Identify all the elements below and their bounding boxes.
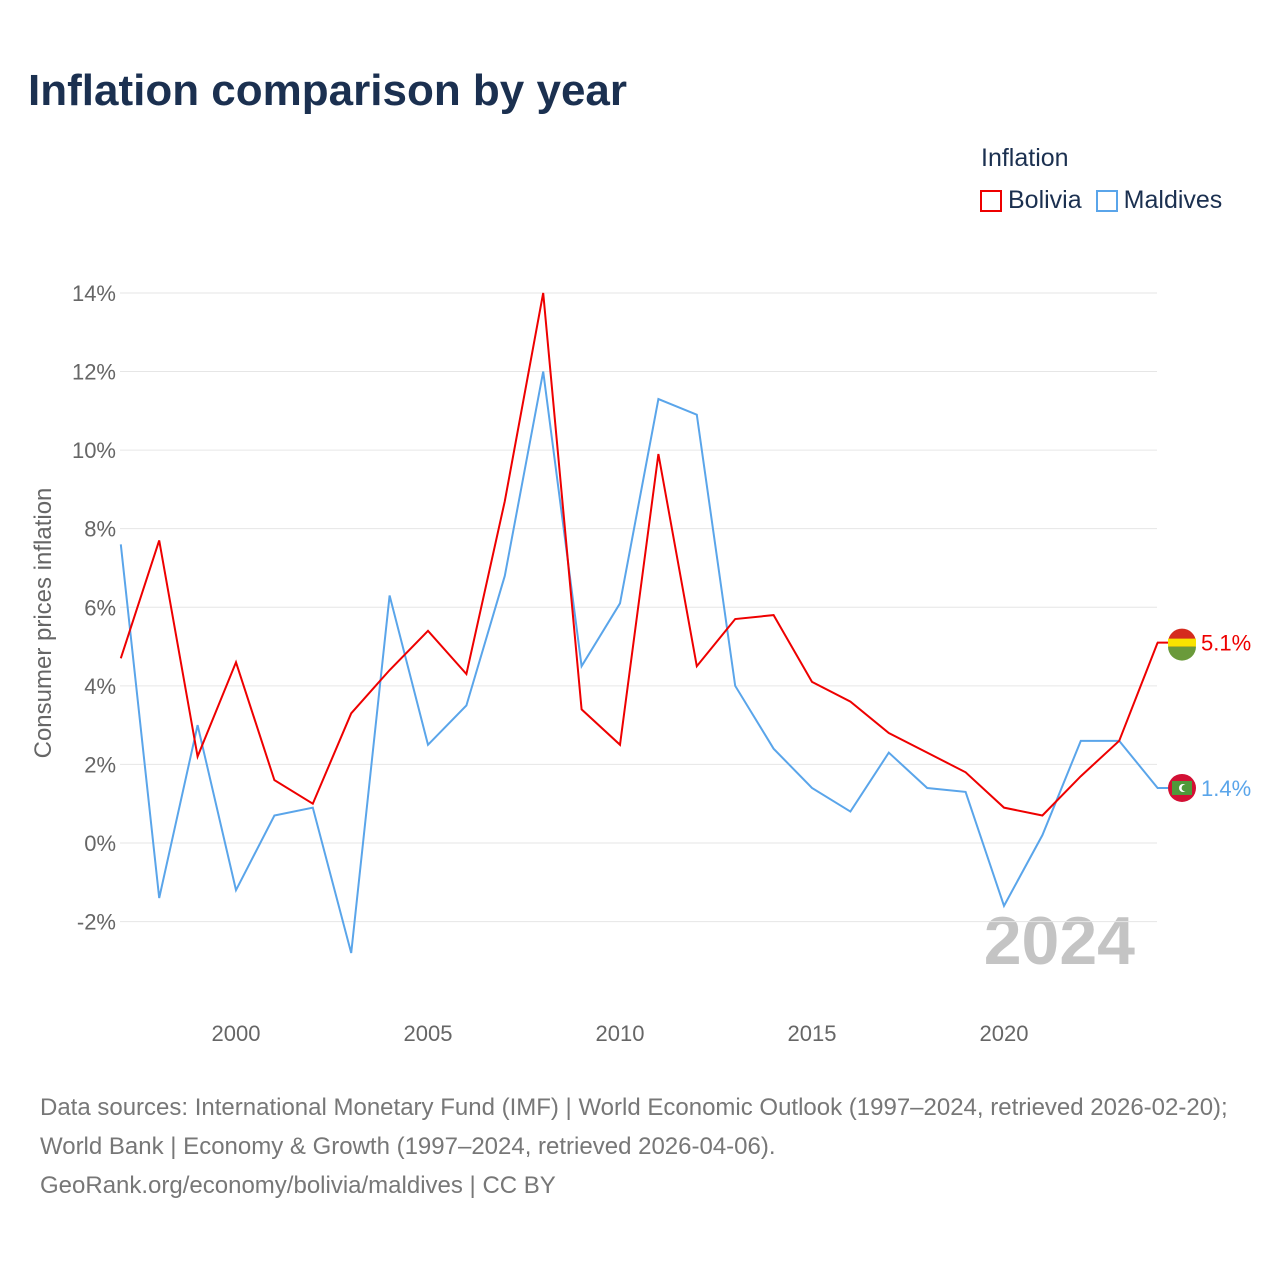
y-tick-label: -2%	[77, 910, 116, 935]
x-tick-label: 2015	[788, 1021, 837, 1046]
x-tick-label: 2000	[212, 1021, 261, 1046]
flag-bolivia-stripe	[1168, 638, 1196, 647]
series-line-bolivia	[119, 292, 1159, 817]
source-link[interactable]: GeoRank.org/economy/bolivia/maldives | C…	[40, 1172, 556, 1199]
legend-label-bolivia: Bolivia	[1008, 186, 1082, 214]
y-axis-label: Consumer prices inflation	[30, 488, 57, 759]
end-value-label-bolivia: 5.1%	[1201, 631, 1251, 656]
y-tick-label: 4%	[84, 674, 116, 699]
y-tick-label: 2%	[84, 752, 116, 777]
data-sources: Data sources: International Monetary Fun…	[40, 1094, 1228, 1160]
x-tick-label: 2005	[404, 1021, 453, 1046]
legend-swatch-bolivia	[980, 189, 1002, 212]
legend-label-maldives: Maldives	[1123, 186, 1223, 214]
flag-bolivia-stripe	[1168, 646, 1196, 661]
y-tick-label: 12%	[72, 360, 116, 385]
flag-maldives-crescent	[1181, 784, 1189, 792]
legend-swatch-maldives	[1095, 189, 1118, 212]
legend-title: Inflation	[981, 144, 1069, 172]
x-tick-label: 2020	[980, 1021, 1029, 1046]
legend: Bolivia Maldives	[980, 186, 1222, 215]
legend-item-maldives[interactable]: Maldives	[1095, 186, 1223, 215]
chart-title: Inflation comparison by year	[28, 66, 628, 115]
y-tick-label: 14%	[72, 281, 116, 306]
y-tick-label: 10%	[72, 438, 116, 463]
x-tick-label: 2010	[596, 1021, 645, 1046]
y-tick-label: 0%	[84, 831, 116, 856]
footer: Data sources: International Monetary Fun…	[40, 1088, 1250, 1205]
series-line-maldives	[119, 371, 1159, 954]
y-tick-label: 8%	[84, 517, 116, 542]
legend-item-bolivia[interactable]: Bolivia	[980, 186, 1082, 215]
end-value-label-maldives: 1.4%	[1201, 776, 1251, 801]
year-watermark: 2024	[984, 903, 1135, 979]
y-tick-label: 6%	[84, 595, 116, 620]
